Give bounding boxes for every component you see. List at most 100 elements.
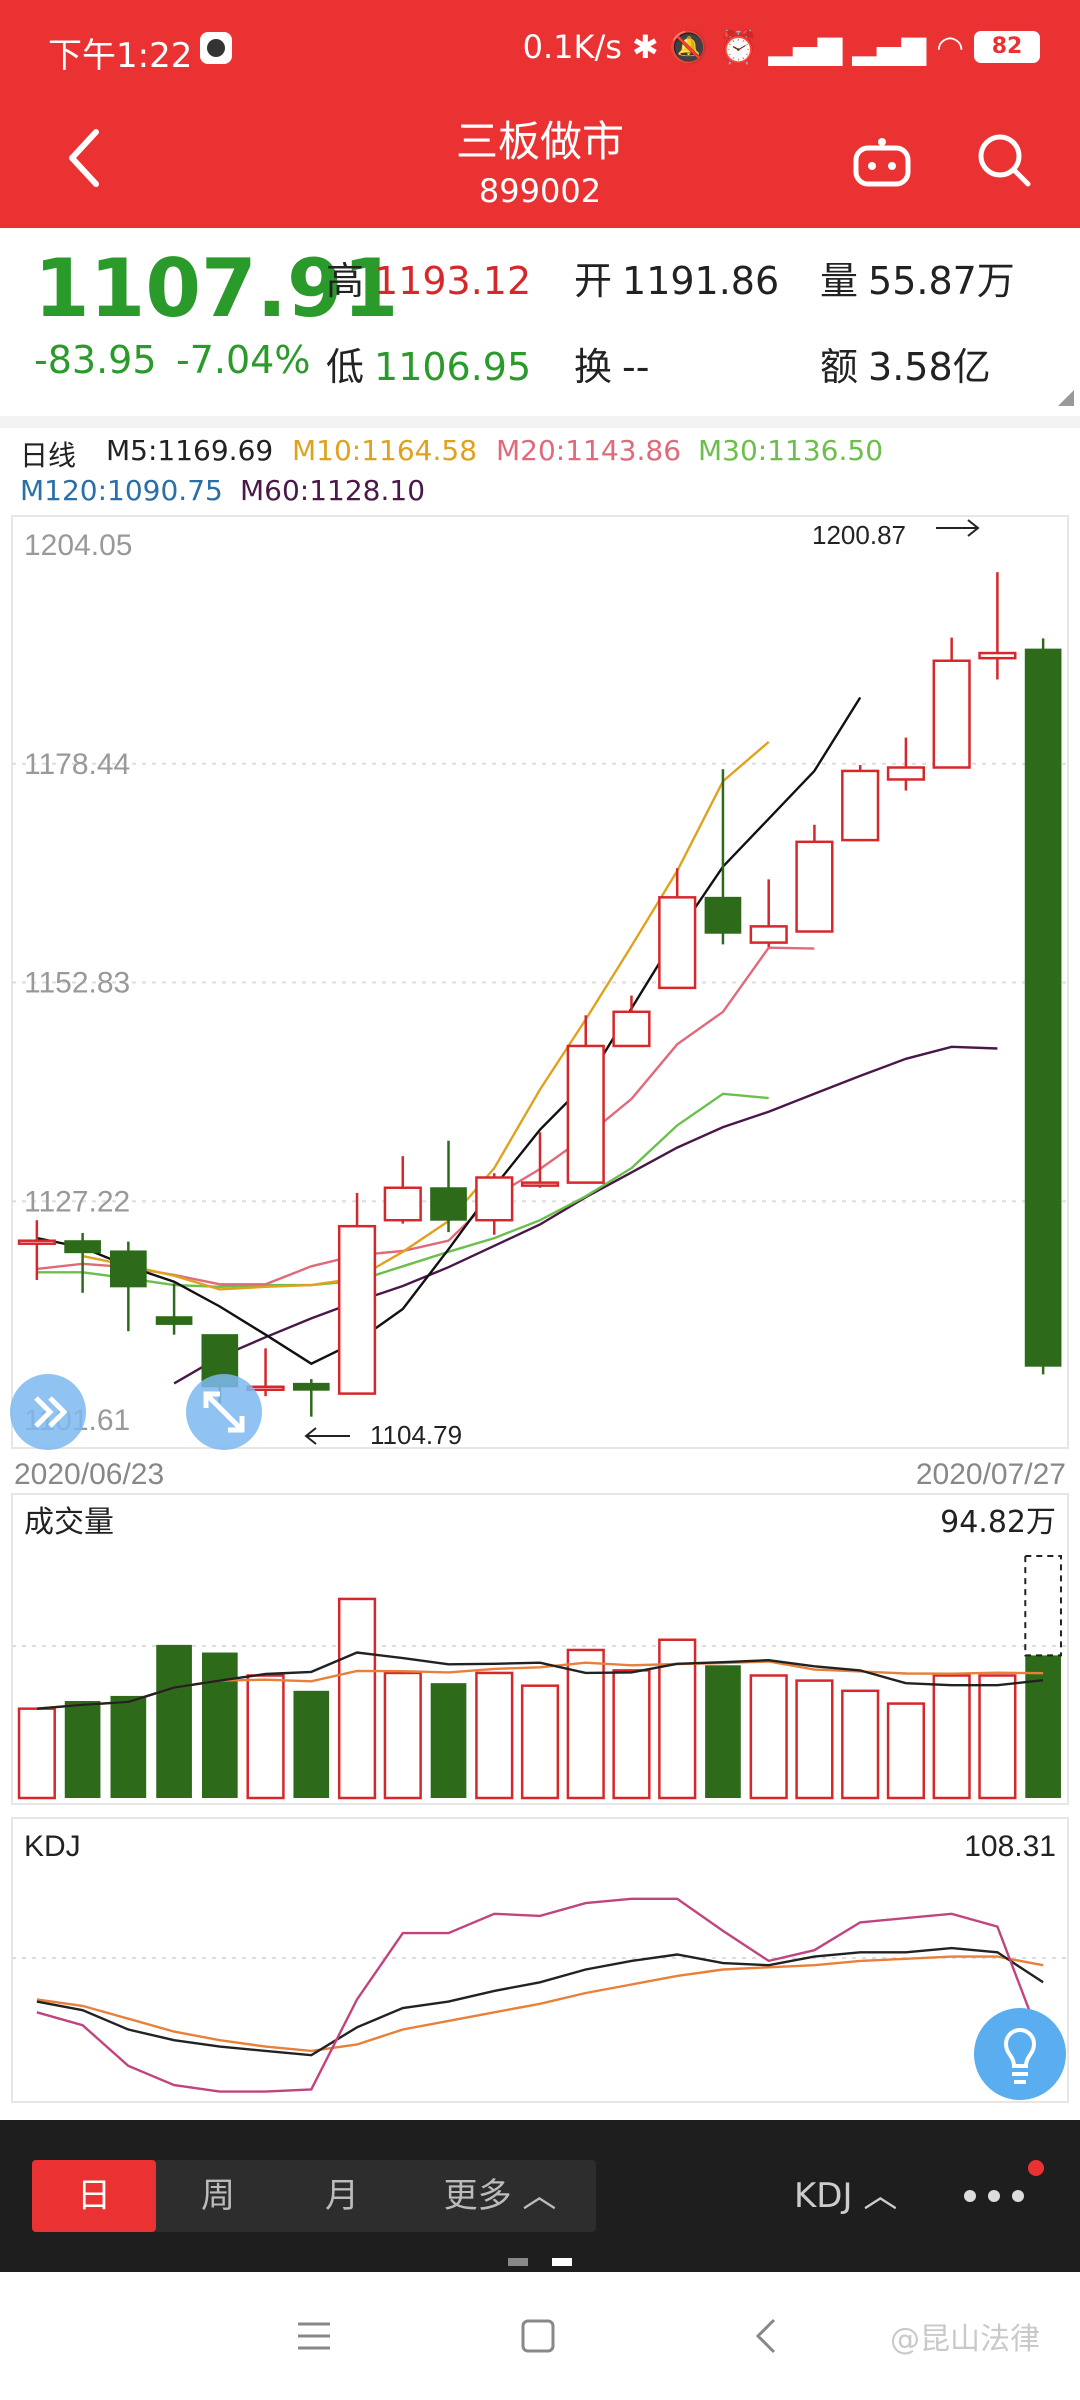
candle-body-up: [337, 1224, 377, 1395]
volume-bar-up: [932, 1674, 971, 1800]
tab-day[interactable]: 日: [32, 2160, 156, 2232]
high-arrow-head: [967, 519, 980, 537]
date-start: 2020/06/23: [14, 1458, 164, 1491]
candle-body-up: [841, 769, 880, 842]
high-annotation: 1200.87: [812, 520, 906, 550]
price-tick-label: 1127.22: [24, 1185, 130, 1218]
indicator-selector[interactable]: KDJ ︿: [794, 2160, 897, 2232]
candle-body-up: [978, 651, 1017, 660]
ma20-legend: M20:1143.86: [496, 434, 682, 467]
turnover-field: 换 --: [574, 336, 649, 391]
kdj-frame: [11, 1817, 1069, 2103]
ma30-line: [36, 1092, 769, 1289]
amount-field: 额 3.58亿: [820, 336, 991, 391]
volume-field: 量 55.87万: [820, 250, 1015, 305]
page-indicator: [508, 2258, 572, 2266]
open-field: 开 1191.86: [574, 250, 779, 305]
alarm-icon: ⏰: [718, 28, 759, 66]
fullscreen-button[interactable]: [186, 1374, 262, 1450]
tab-more[interactable]: 更多 ︿: [404, 2160, 596, 2232]
page-title: 三板做市: [455, 117, 624, 166]
low-field: 低 1106.95: [326, 336, 531, 391]
battery-icon: 82: [974, 31, 1040, 63]
chevron-up-icon: ︿: [522, 2176, 557, 2216]
kdj-max: 108.31: [964, 1830, 1056, 1863]
back-arrow-icon[interactable]: [64, 128, 104, 188]
lightbulb-tips-button[interactable]: [974, 2008, 1066, 2100]
more-dots-icon[interactable]: [962, 2190, 1026, 2202]
low-value: 1106.95: [374, 345, 532, 389]
volume-ma5-line: [36, 1651, 1044, 1710]
ma60-legend: M60:1128.10: [240, 474, 426, 507]
volume-label: 量: [820, 259, 859, 303]
ma5-line: [36, 696, 862, 1366]
volume-bar-up: [749, 1674, 788, 1800]
robot-assistant-icon[interactable]: [852, 136, 912, 188]
net-speed: 0.1K/s: [522, 28, 622, 66]
candle-body-up: [566, 1044, 605, 1184]
candle-body-up: [749, 925, 788, 944]
notification-icon: [200, 32, 232, 64]
price-tick-label: 1204.05: [24, 529, 132, 562]
tab-more-label: 更多: [443, 2176, 512, 2216]
high-label: 高: [326, 259, 365, 303]
volume-bar-up: [795, 1679, 834, 1800]
candle-body-up: [383, 1186, 422, 1222]
volume-bar-down: [201, 1652, 238, 1798]
kdj-j-line: [36, 1897, 1045, 2093]
price-tick-label: 1152.83: [24, 967, 130, 1000]
volume-bar-up: [475, 1671, 514, 1800]
period-tabs: 日 周 月 更多 ︿: [32, 2160, 596, 2232]
price-change-pct: -7.04%: [176, 338, 311, 382]
volume-value: 55.87万: [868, 259, 1015, 303]
amount-value: 3.58亿: [868, 345, 991, 389]
low-label: 低: [326, 345, 365, 389]
volume-bar-up: [886, 1702, 926, 1800]
volume-bar-up: [566, 1648, 605, 1800]
signal-icon: ▂▄▆: [768, 28, 843, 66]
volume-frame: [11, 1493, 1069, 1805]
candle-body-down: [110, 1250, 147, 1288]
kline-grid: [12, 762, 1068, 1203]
kdj-d-line: [36, 1955, 1044, 2053]
volume-bar-up: [17, 1707, 56, 1800]
candle-body-down: [1024, 648, 1062, 1367]
chevron-up-icon: ︿: [863, 2176, 898, 2216]
expand-corner-icon[interactable]: [1058, 390, 1074, 406]
ma5-legend: M5:1169.69: [106, 434, 274, 467]
candle-body-up: [932, 659, 971, 769]
candle-body-up: [17, 1239, 56, 1245]
tab-week[interactable]: 周: [201, 2176, 235, 2216]
back-nav-icon[interactable]: [754, 2316, 778, 2356]
menu-icon[interactable]: [294, 2318, 334, 2354]
volume-bar-up: [520, 1684, 560, 1800]
volume-bar-up: [337, 1597, 377, 1800]
search-icon[interactable]: [976, 132, 1032, 188]
bluetooth-icon: ✱: [631, 28, 659, 66]
expand-panel-button[interactable]: [10, 1374, 86, 1450]
home-icon[interactable]: [520, 2318, 556, 2354]
candle-body-up: [658, 896, 697, 990]
low-annotation: 1104.79: [370, 1420, 462, 1450]
volume-bar-down: [293, 1690, 330, 1798]
volume-bar-up: [612, 1669, 651, 1800]
indicator-label: KDJ: [794, 2176, 853, 2216]
date-end: 2020/07/27: [916, 1458, 1066, 1491]
tab-month[interactable]: 月: [325, 2176, 359, 2216]
annotations: 1200.87 1104.79: [304, 519, 980, 1450]
volume-projection-bar: [1024, 1555, 1062, 1657]
kdj-lines: [36, 1897, 1045, 2093]
volume-bar-up: [978, 1674, 1017, 1800]
turnover-label: 换: [574, 345, 613, 389]
high-value: 1193.12: [374, 259, 532, 303]
volume-title: 成交量: [24, 1505, 114, 1540]
volume-bar-down: [705, 1665, 741, 1798]
price-tick-label: 1178.44: [24, 748, 130, 781]
ma10-legend: M10:1164.58: [292, 434, 478, 467]
header-bar: 下午1:22 0.1K/s ✱ 🔕 ⏰ ▂▄▆ ▂▄▆ ◠ 82 三板做市 89…: [0, 0, 1080, 228]
quote-panel: 1107.91 -83.95 -7.04% 高 1193.12 开 1191.86 …: [0, 228, 1080, 418]
volume-bar-down: [110, 1695, 147, 1798]
index-code: 899002: [478, 172, 602, 210]
